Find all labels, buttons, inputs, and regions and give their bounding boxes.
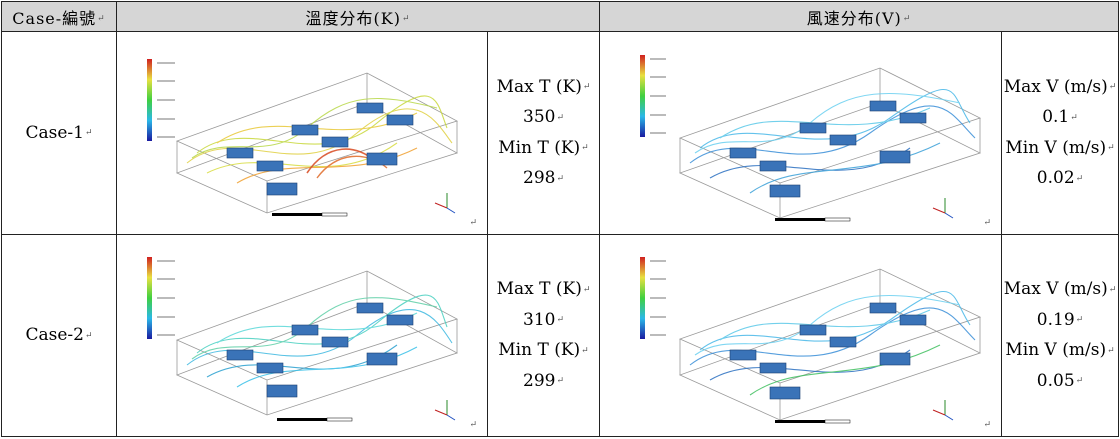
min-temp-label: Min T (K)↵ (498, 137, 589, 158)
temperature-contour-image: ↵ (116, 233, 488, 437)
max-vel-value: 0.19↵ (1036, 309, 1084, 330)
max-vel-label: Max V (m/s)↵ (1003, 76, 1117, 97)
velocity-streamline-plot (640, 54, 982, 221)
temperature-contour-image: ↵ (116, 31, 488, 235)
velocity-stats: Max V (m/s)↵ 0.1↵ Min V (m/s)↵ 0.02↵ (1001, 31, 1119, 235)
velocity-contour-image: ↵ (599, 233, 1002, 437)
max-temp-value: 350↵ (523, 107, 564, 128)
case-label: Case-1↵ (1, 31, 117, 235)
header-temperature: 溫度分布(K)↵ (116, 1, 600, 32)
min-vel-value: 0.05↵ (1036, 370, 1084, 391)
max-temp-label: Max T (K)↵ (496, 76, 591, 97)
min-temp-value: 298↵ (523, 168, 564, 189)
velocity-streamline-plot (640, 257, 982, 424)
temperature-streamline-plot (147, 257, 459, 422)
min-temp-value: 299↵ (523, 370, 564, 391)
table-row: Case-1↵ (1, 31, 1119, 235)
max-temp-value: 310↵ (523, 309, 564, 330)
max-vel-label: Max V (m/s)↵ (1003, 279, 1117, 300)
header-case: Case-編號↵ (1, 1, 117, 32)
velocity-contour-image: ↵ (599, 31, 1002, 235)
temperature-stats: Max T (K)↵ 310↵ Min T (K)↵ 299↵ (487, 233, 600, 437)
case-label: Case-2↵ (1, 233, 117, 437)
temperature-stats: Max T (K)↵ 350↵ Min T (K)↵ 298↵ (487, 31, 600, 235)
velocity-stats: Max V (m/s)↵ 0.19↵ Min V (m/s)↵ 0.05↵ (1001, 233, 1119, 437)
min-vel-value: 0.02↵ (1036, 168, 1084, 189)
temperature-streamline-plot (147, 58, 459, 216)
min-vel-label: Min V (m/s)↵ (1005, 137, 1115, 158)
header-row: Case-編號↵ 溫度分布(K)↵ 風速分布(V)↵ (1, 1, 1119, 32)
min-vel-label: Min V (m/s)↵ (1005, 340, 1115, 361)
table-row: Case-2↵ (1, 233, 1119, 437)
min-temp-label: Min T (K)↵ (498, 340, 589, 361)
max-temp-label: Max T (K)↵ (496, 279, 591, 300)
max-vel-value: 0.1↵ (1042, 107, 1078, 128)
header-velocity: 風速分布(V)↵ (599, 1, 1119, 32)
